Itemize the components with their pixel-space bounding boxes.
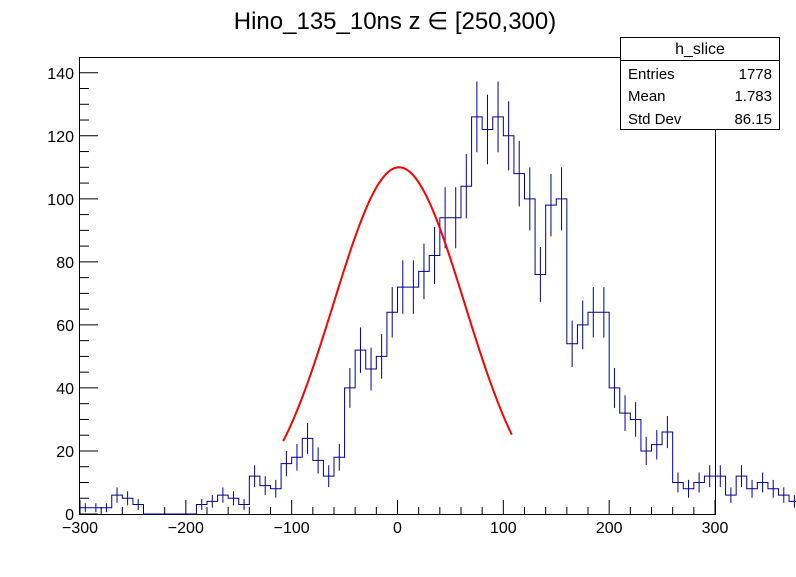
y-tick-label-6: 120 — [47, 129, 74, 146]
plot-frame — [79, 57, 716, 515]
stats-box-title: h_slice — [675, 41, 725, 58]
y-tick-label-5: 100 — [47, 192, 74, 209]
stats-entries-value: 1778 — [739, 66, 772, 83]
axis-layer: −300 −200 −100 0 100 200 300 0 20 40 60 80 100 120 140 — [47, 66, 728, 537]
y-tick-label-0: 0 — [65, 507, 74, 524]
y-tick-label-1: 20 — [56, 444, 74, 461]
stats-stddev-label: Std Dev — [628, 111, 682, 128]
fit-layer — [282, 166, 513, 442]
x-tick-label-3: 0 — [393, 520, 402, 537]
x-tick-label-1: −200 — [168, 520, 204, 537]
stats-box: h_slice Entries 1778 Mean 1.783 Std Dev … — [620, 37, 780, 130]
stats-mean-value: 1.783 — [734, 88, 772, 105]
x-tick-label-4: 100 — [490, 520, 517, 537]
y-tick-label-7: 140 — [47, 66, 74, 83]
y-tick-label-3: 60 — [56, 318, 74, 335]
x-tick-label-0: −300 — [62, 520, 98, 537]
y-tick-label-4: 80 — [56, 255, 74, 272]
stats-entries-label: Entries — [628, 66, 675, 83]
stats-mean-label: Mean — [628, 88, 666, 105]
x-tick-label-2: −100 — [274, 520, 310, 537]
y-tick-label-2: 40 — [56, 381, 74, 398]
x-tick-label-5: 200 — [596, 520, 623, 537]
stats-stddev-value: 86.15 — [734, 111, 772, 128]
chart-title: Hino_135_10ns z ∈ [250,300) — [234, 8, 556, 35]
histogram-layer — [79, 81, 796, 515]
gaussian-fit-curve — [282, 166, 513, 442]
x-tick-label-6: 300 — [702, 520, 729, 537]
histogram-series — [79, 116, 796, 515]
